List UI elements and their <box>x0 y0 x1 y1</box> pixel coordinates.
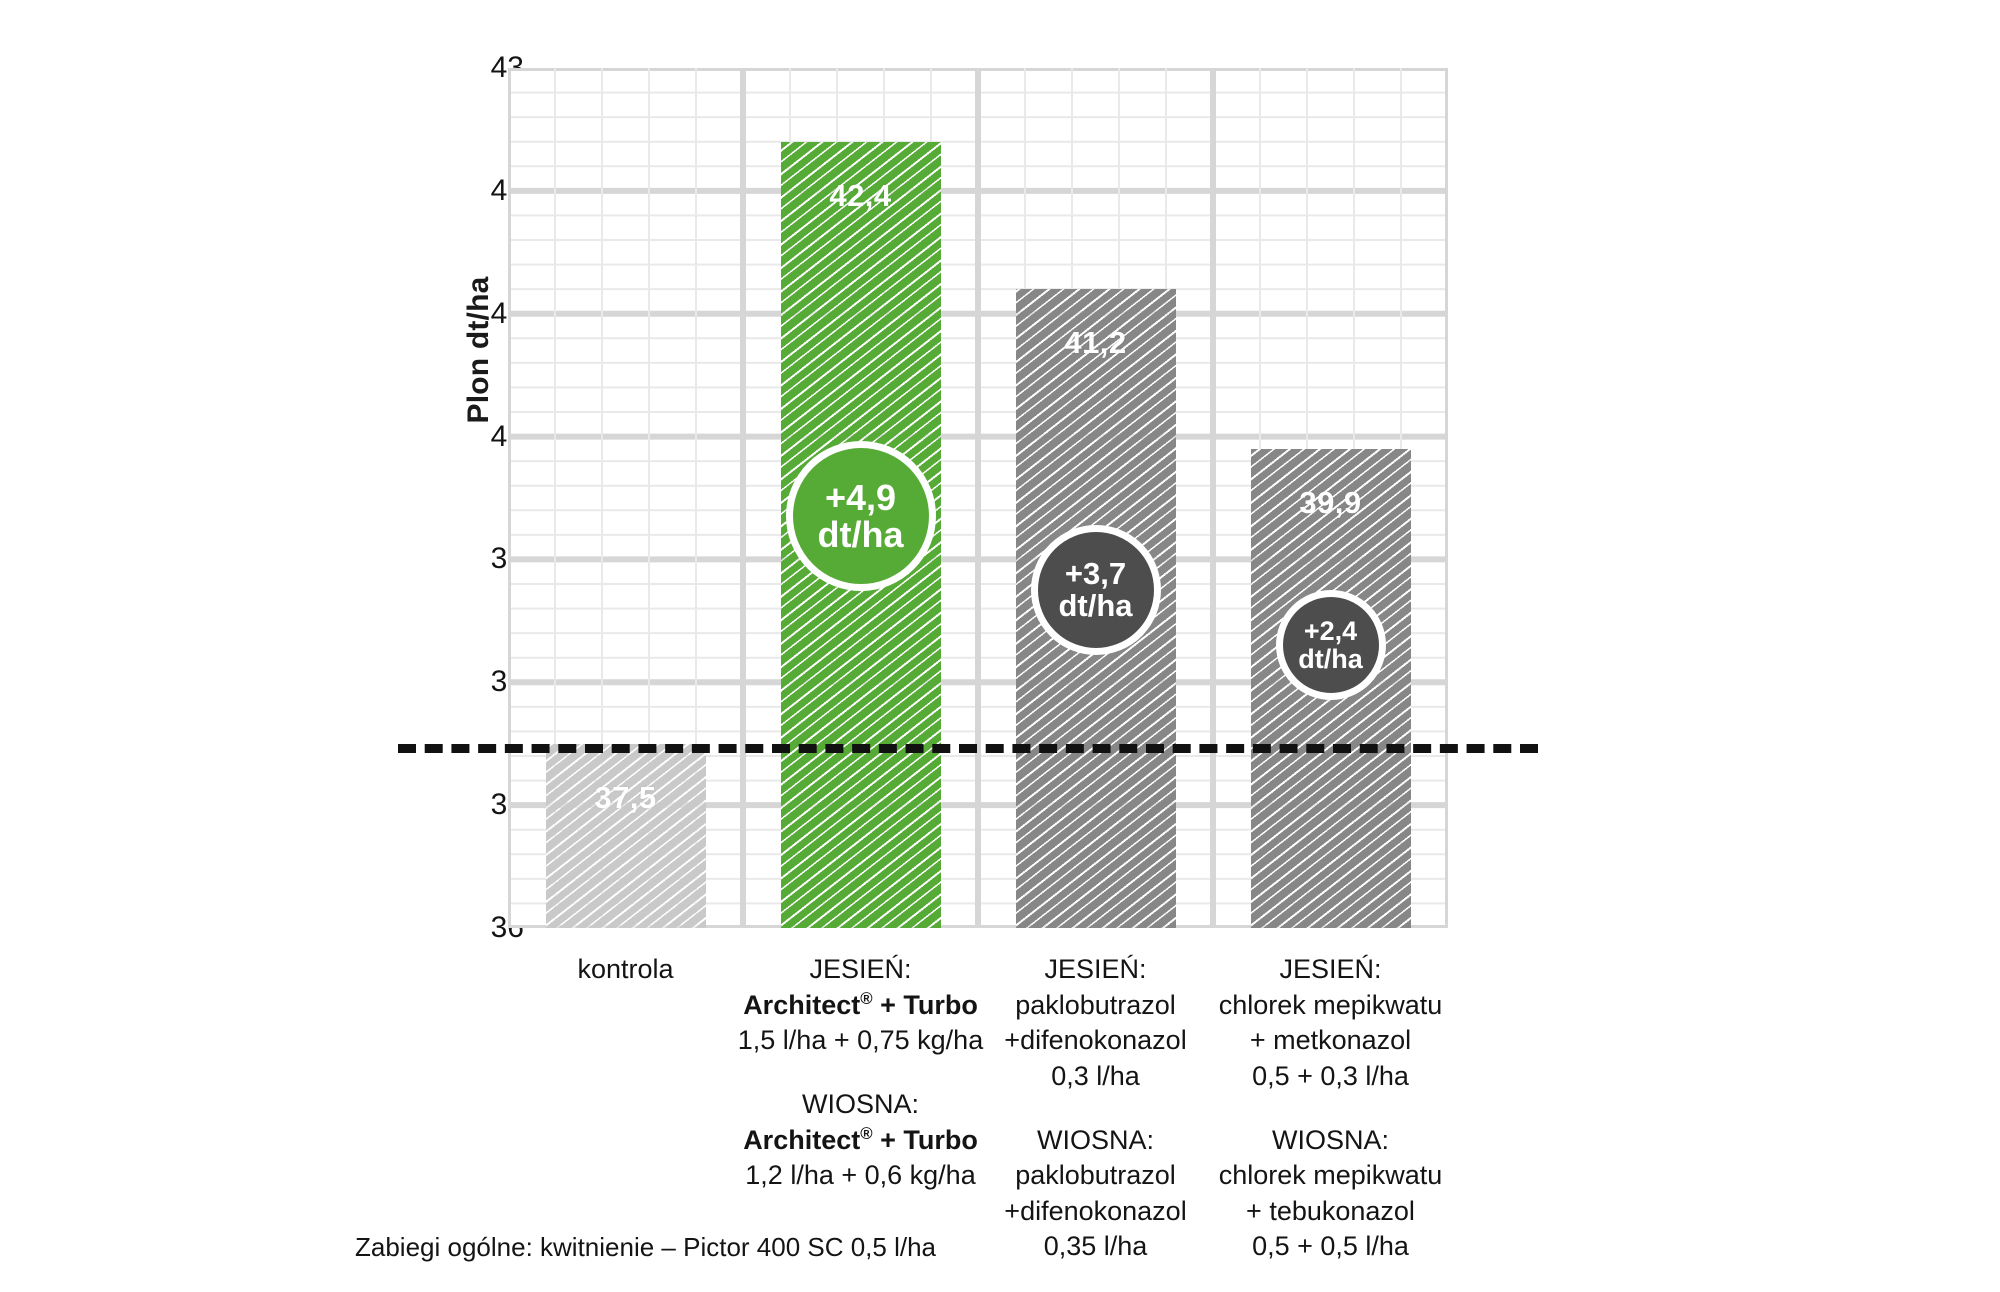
gain-badge-2: +4,9 dt/ha <box>785 441 936 592</box>
reference-line <box>398 743 1538 753</box>
badge-gain-value: +2,4 <box>1303 616 1358 647</box>
spring-product-label: chlorek mepikwatu <box>1218 1160 1443 1191</box>
badge-gain-unit: dt/ha <box>1058 588 1133 624</box>
spring-dose-label: 1,2 l/ha + 0,6 kg/ha <box>745 1160 976 1191</box>
spring-season-label: WIOSNA: <box>1036 1124 1154 1155</box>
autumn-product-label: kontrola <box>577 954 674 984</box>
x-category-1: kontrola <box>501 952 751 988</box>
footnote: Zabiegi ogólne: kwitnienie – Pictor 400 … <box>355 1232 937 1262</box>
autumn-dose-label: 0,5 + 0,3 l/ha <box>1252 1060 1409 1091</box>
bar-value-label-4: 39,9 <box>1299 484 1362 520</box>
gain-badge-3: +3,7 dt/ha <box>1030 525 1161 656</box>
registered-mark-icon: ® <box>860 1123 873 1143</box>
season-separator <box>736 1059 986 1087</box>
bar-value-label-3: 41,2 <box>1064 325 1127 361</box>
x-category-4: JESIEŃ: chlorek mepikwatu + metkonazol 0,5 … <box>1206 952 1456 1265</box>
badge-gain-value: +4,9 <box>824 476 897 518</box>
autumn-product-label-2: + metkonazol <box>1249 1025 1412 1056</box>
bar-value-label-1: 37,5 <box>594 779 657 815</box>
bar-1 <box>545 743 706 928</box>
autumn-season-label: JESIEŃ: <box>1044 954 1147 984</box>
badge-gain-value: +3,7 <box>1064 555 1127 591</box>
badge-gain-unit: dt/ha <box>817 514 904 556</box>
autumn-dose-label: 1,5 l/ha + 0,75 kg/ha <box>737 1025 984 1056</box>
autumn-product-label: Architect® + Turbo <box>743 988 978 1020</box>
registered-mark-icon: ® <box>860 988 873 1008</box>
spring-dose-label: 0,35 l/ha <box>1043 1231 1148 1262</box>
spring-season-label: WIOSNA: <box>1271 1124 1389 1155</box>
spring-dose-label: 0,5 + 0,5 l/ha <box>1252 1231 1409 1262</box>
autumn-product-label: chlorek mepikwatu <box>1218 989 1443 1020</box>
bar-fill <box>545 743 706 928</box>
x-category-3: JESIEŃ: paklobutrazol +difenokonazol 0,3 l/… <box>971 952 1221 1265</box>
spring-product-label: Architect® + Turbo <box>743 1123 978 1155</box>
season-separator <box>1206 1095 1456 1123</box>
autumn-product-label-2: +difenokonazol <box>1004 1025 1187 1056</box>
spring-product-label-2: + tebukonazol <box>1246 1195 1415 1226</box>
gain-badge-4: +2,4 dt/ha <box>1275 590 1386 701</box>
badge-gain-unit: dt/ha <box>1298 644 1363 675</box>
plot-area: 37,5 42,4 41,2 39,9 +4,9 dt/ha +3,7 dt/ha +2,4 d… <box>398 68 1538 928</box>
autumn-season-label: JESIEŃ: <box>809 954 912 984</box>
spring-product-label: paklobutrazol <box>1015 1160 1176 1191</box>
autumn-product-label: paklobutrazol <box>1015 989 1176 1020</box>
spring-season-label: WIOSNA: <box>801 1088 919 1119</box>
x-category-2: JESIEŃ: Architect® + Turbo 1,5 l/ha + 0,75… <box>736 952 986 1194</box>
autumn-dose-label: 0,3 l/ha <box>1051 1060 1140 1091</box>
bar-value-label-2: 42,4 <box>829 177 892 213</box>
autumn-season-label: JESIEŃ: <box>1279 954 1382 984</box>
spring-product-label-2: +difenokonazol <box>1004 1195 1187 1226</box>
season-separator <box>971 1095 1221 1123</box>
